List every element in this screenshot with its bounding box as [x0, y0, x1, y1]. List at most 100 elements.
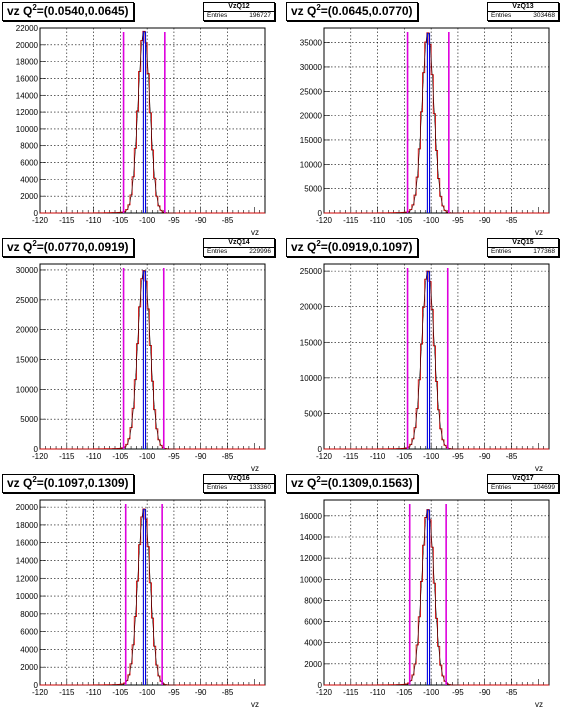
x-tick-label: -120 — [316, 688, 333, 697]
title-superscript: 2 — [32, 239, 37, 248]
x-tick-label: -85 — [506, 216, 518, 225]
stats-histogram-name: VzQ17 — [488, 475, 558, 484]
x-tick-label: -100 — [423, 688, 440, 697]
title-range: =(0.0540,0.0645) — [36, 4, 129, 18]
gaussian-fit-curve — [111, 508, 177, 686]
y-tick-label: 25000 — [300, 267, 323, 276]
title-range: =(0.1309,0.1563) — [320, 476, 413, 490]
title-prefix: vz Q — [7, 240, 33, 254]
title-prefix: vz Q — [7, 4, 33, 18]
y-tick-label: 15000 — [300, 338, 323, 347]
x-tick-label: -85 — [506, 688, 518, 697]
stats-entries-row: Entries 303468 — [488, 12, 558, 20]
histogram-plot: -120 -115 -110 -105 -100 -95 -90 -85 0 5000 10000 1… — [16, 263, 266, 472]
title-prefix: vz Q — [7, 476, 33, 490]
y-tick-label: 5000 — [20, 415, 38, 424]
title-superscript: 2 — [316, 475, 321, 484]
y-tick-label: 0 — [318, 681, 323, 690]
histogram-pad-4: -120 -115 -110 -105 -100 -95 -90 -85 0 5000 10000 1… — [284, 236, 567, 472]
y-tick-label: 22000 — [16, 24, 39, 33]
entries-value: 104699 — [533, 484, 555, 491]
stats-box: VzQ16 Entries 133360 — [203, 474, 275, 493]
y-tick-label: 8000 — [304, 596, 322, 605]
plot-frame — [39, 499, 266, 686]
stats-box: VzQ15 Entries 177368 — [487, 238, 559, 257]
y-tick-label: 8000 — [20, 142, 38, 151]
x-tick-label: -95 — [452, 216, 464, 225]
stats-entries-row: Entries 177368 — [488, 248, 558, 256]
x-tick-label: -100 — [139, 688, 156, 697]
histogram-pad-3: -120 -115 -110 -105 -100 -95 -90 -85 0 5000 10000 1… — [0, 236, 283, 472]
x-tick-label: -115 — [59, 216, 75, 225]
histogram-series — [323, 32, 549, 214]
histogram-series — [323, 270, 549, 450]
x-tick-label: -100 — [139, 216, 156, 225]
y-tick-label: 6000 — [304, 618, 322, 627]
plot-frame — [39, 27, 266, 214]
title-range: =(0.1097,0.1309) — [36, 476, 129, 490]
histogram-series — [39, 30, 265, 214]
entries-label: Entries — [207, 248, 228, 255]
y-tick-label: 14000 — [16, 91, 39, 100]
title-range: =(0.0770,0.0919) — [36, 240, 129, 254]
gaussian-fit-curve — [111, 270, 177, 450]
x-tick-label: -110 — [370, 216, 386, 225]
y-tick-label: 20000 — [16, 326, 39, 335]
x-tick-label: -115 — [59, 688, 75, 697]
x-tick-label: -105 — [396, 452, 413, 461]
x-tick-label: -120 — [316, 216, 333, 225]
x-tick-label: -115 — [343, 452, 359, 461]
x-axis-title: vz — [251, 464, 259, 472]
y-tick-label: 0 — [34, 209, 39, 218]
y-tick-label: 0 — [34, 681, 39, 690]
y-tick-label: 6000 — [20, 159, 38, 168]
histogram-pad-6: -120 -115 -110 -105 -100 -95 -90 -85 0 2000 4000 60… — [284, 472, 567, 708]
x-tick-label: -115 — [59, 452, 75, 461]
y-tick-label: 5000 — [304, 185, 322, 194]
y-tick-label: 16000 — [16, 74, 39, 83]
x-tick-label: -90 — [479, 216, 491, 225]
histogram-pad-5: -120 -115 -110 -105 -100 -95 -90 -85 0 2000 4000 60… — [0, 472, 283, 708]
y-tick-label: 10000 — [300, 374, 323, 383]
y-tick-label: 10000 — [16, 385, 39, 394]
y-tick-label: 4000 — [20, 175, 38, 184]
y-tick-label: 4000 — [304, 639, 322, 648]
x-tick-label: -115 — [343, 216, 359, 225]
plot-frame — [323, 27, 550, 214]
y-tick-label: 10000 — [300, 575, 323, 584]
histogram-plot: -120 -115 -110 -105 -100 -95 -90 -85 0 2000 4000 60… — [300, 499, 550, 708]
plot-frame — [323, 263, 550, 450]
y-tick-label: 10000 — [16, 592, 39, 601]
y-tick-label: 16000 — [16, 539, 39, 548]
entries-value: 196727 — [249, 12, 271, 19]
y-tick-label: 20000 — [300, 303, 323, 312]
y-tick-label: 25000 — [16, 296, 39, 305]
title-range: =(0.0645,0.0770) — [320, 4, 413, 18]
title-prefix: vz Q — [291, 240, 317, 254]
stats-histogram-name: VzQ14 — [204, 239, 274, 248]
entries-label: Entries — [491, 248, 512, 255]
x-tick-label: -95 — [168, 688, 180, 697]
y-tick-label: 25000 — [300, 87, 323, 96]
x-tick-label: -105 — [396, 216, 413, 225]
histogram-title: vz Q2=(0.1097,0.1309) — [2, 474, 134, 493]
y-tick-label: 15000 — [16, 355, 39, 364]
histogram-plot: -120 -115 -110 -105 -100 -95 -90 -85 0 5000 10000 1… — [300, 27, 550, 236]
stats-entries-row: Entries 196727 — [204, 12, 274, 20]
x-tick-label: -115 — [343, 688, 359, 697]
entries-value: 303468 — [533, 12, 555, 19]
x-tick-label: -90 — [195, 216, 207, 225]
entries-value: 229996 — [249, 248, 271, 255]
title-range: =(0.0919,0.1097) — [320, 240, 413, 254]
histogram-title: vz Q2=(0.0540,0.0645) — [2, 2, 134, 21]
stats-entries-row: Entries 133360 — [204, 484, 274, 492]
histogram-series — [39, 508, 265, 686]
title-prefix: vz Q — [291, 4, 317, 18]
y-tick-label: 10000 — [16, 125, 39, 134]
x-tick-label: -120 — [32, 452, 49, 461]
histogram-title: vz Q2=(0.1309,0.1563) — [286, 474, 418, 493]
x-tick-label: -85 — [222, 216, 234, 225]
stats-histogram-name: VzQ15 — [488, 239, 558, 248]
y-tick-label: 8000 — [20, 610, 38, 619]
x-tick-label: -100 — [139, 452, 156, 461]
